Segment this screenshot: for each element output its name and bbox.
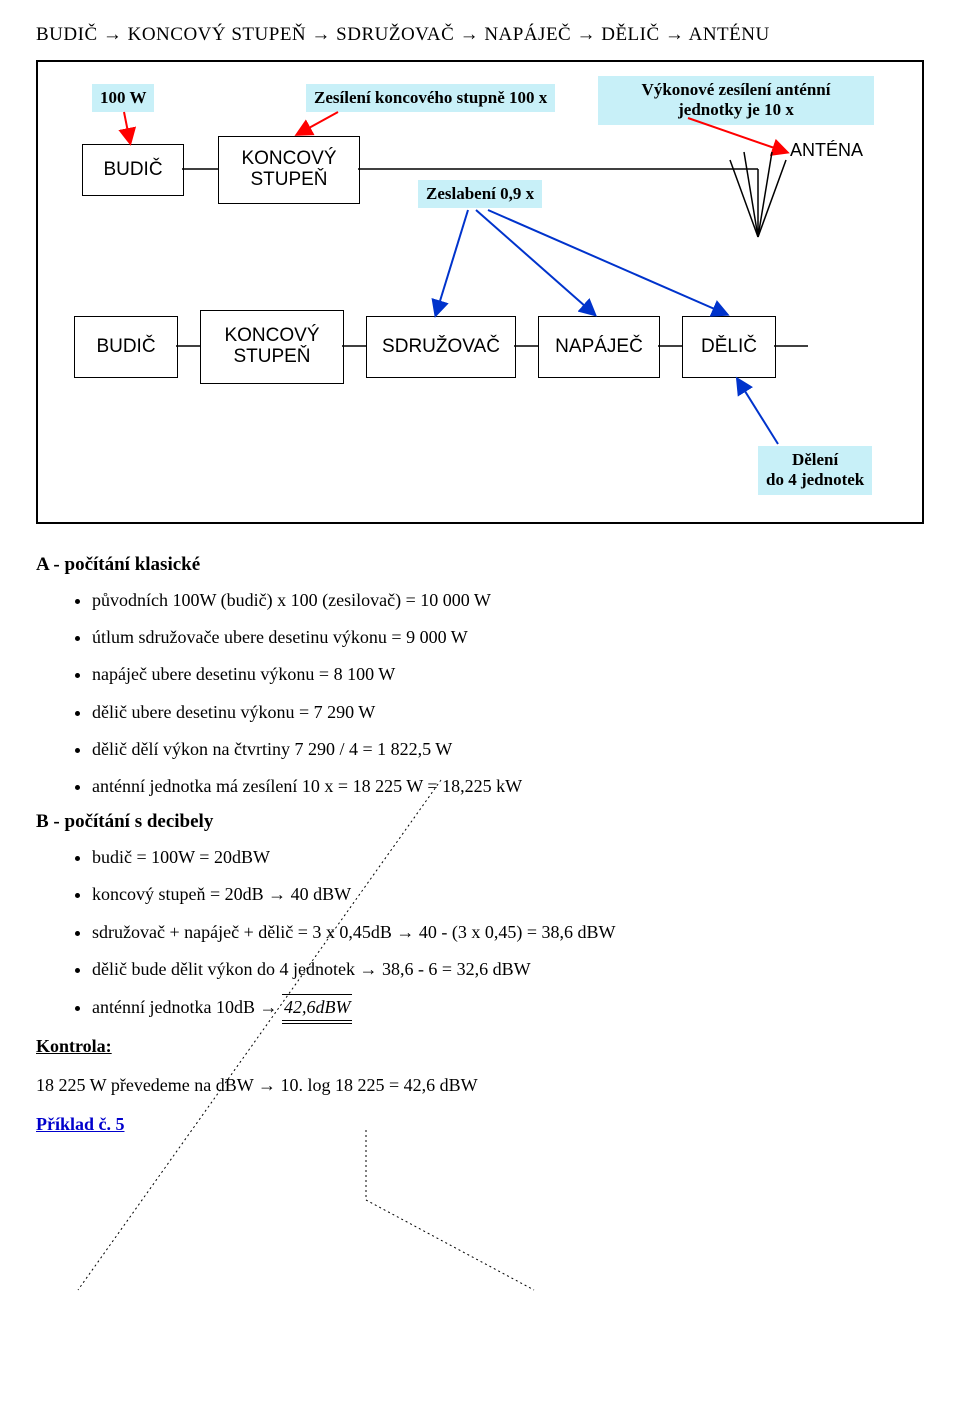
kontrola-line: 18 225 W převedeme na dBW → 10. log 18 2…: [36, 1075, 924, 1096]
list-item: dělič ubere desetinu výkonu = 7 290 W: [92, 700, 924, 725]
box-napajec: NAPÁJEČ: [538, 316, 660, 378]
block-diagram: 100 W Zesílení koncového stupně 100 x Vý…: [36, 60, 924, 524]
list-item: koncový stupeň = 20dB → 40 dBW: [92, 882, 924, 907]
priklad-heading: Příklad č. 5: [36, 1114, 924, 1135]
kontrola-head: Kontrola:: [36, 1036, 924, 1057]
list-item: napáječ ubere desetinu výkonu = 8 100 W: [92, 662, 924, 687]
tag-split: Dělení do 4 jednotek: [758, 446, 872, 495]
box-koncovy: KONCOVÝ STUPEŇ: [200, 310, 344, 384]
signal-chain-text: BUDIČ → KONCOVÝ STUPEŇ → SDRUŽOVAČ → NAP…: [36, 24, 924, 46]
tag-gain-unit: Výkonové zesílení anténní jednotky je 10…: [598, 76, 874, 125]
list-item: anténní jednotka 10dB → 42,6dBW: [92, 994, 924, 1024]
list-item: původních 100W (budič) x 100 (zesilovač)…: [92, 588, 924, 613]
tag-power: 100 W: [92, 84, 154, 112]
box-koncovy-top: KONCOVÝ STUPEŇ: [218, 136, 360, 204]
box-sdruzovac: SDRUŽOVAČ: [366, 316, 516, 378]
section-a-head: A - počítání klasické: [36, 554, 924, 576]
list-item: anténní jednotka má zesílení 10 x = 18 2…: [92, 774, 924, 799]
final-result: 42,6dBW: [282, 994, 353, 1024]
list-item: sdružovač + napáječ + dělič = 3 x 0,45dB…: [92, 920, 924, 945]
list-item: útlum sdružovače ubere desetinu výkonu =…: [92, 625, 924, 650]
section-a-list: původních 100W (budič) x 100 (zesilovač)…: [36, 588, 924, 799]
section-b-head: B - počítání s decibely: [36, 811, 924, 833]
box-delic: DĚLIČ: [682, 316, 776, 378]
last-item-prefix: anténní jednotka 10dB →: [92, 997, 282, 1017]
list-item: budič = 100W = 20dBW: [92, 845, 924, 870]
section-b-list: budič = 100W = 20dBW koncový stupeň = 20…: [36, 845, 924, 1024]
list-item: dělič bude dělit výkon do 4 jednotek → 3…: [92, 957, 924, 982]
list-item: dělič dělí výkon na čtvrtiny 7 290 / 4 =…: [92, 737, 924, 762]
tag-gain-stage: Zesílení koncového stupně 100 x: [306, 84, 555, 112]
label-antena: ANTÉNA: [790, 140, 863, 161]
box-budic: BUDIČ: [74, 316, 178, 378]
box-budic-top: BUDIČ: [82, 144, 184, 196]
tag-attenuation: Zeslabení 0,9 x: [418, 180, 542, 208]
